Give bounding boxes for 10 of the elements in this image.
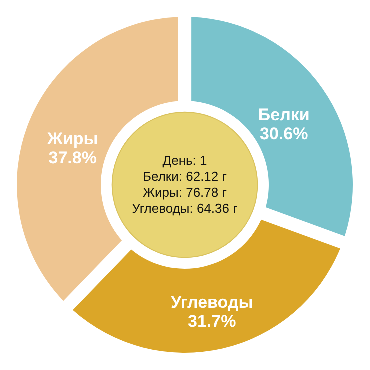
slice-label: Углеводы <box>170 292 254 312</box>
slice-label: Жиры <box>46 130 98 149</box>
data-label: 37.8% <box>48 148 97 168</box>
text: День: 1 <box>162 153 208 168</box>
text: Жиры: 76.78 г <box>143 185 228 200</box>
slice-label: Белки <box>258 106 310 125</box>
text: Углеводы: 64.36 г <box>132 201 238 216</box>
data-label: 31.7% <box>188 312 236 331</box>
data-label: 30.6% <box>260 124 308 144</box>
text: Белки: 62.12 г <box>143 169 228 184</box>
